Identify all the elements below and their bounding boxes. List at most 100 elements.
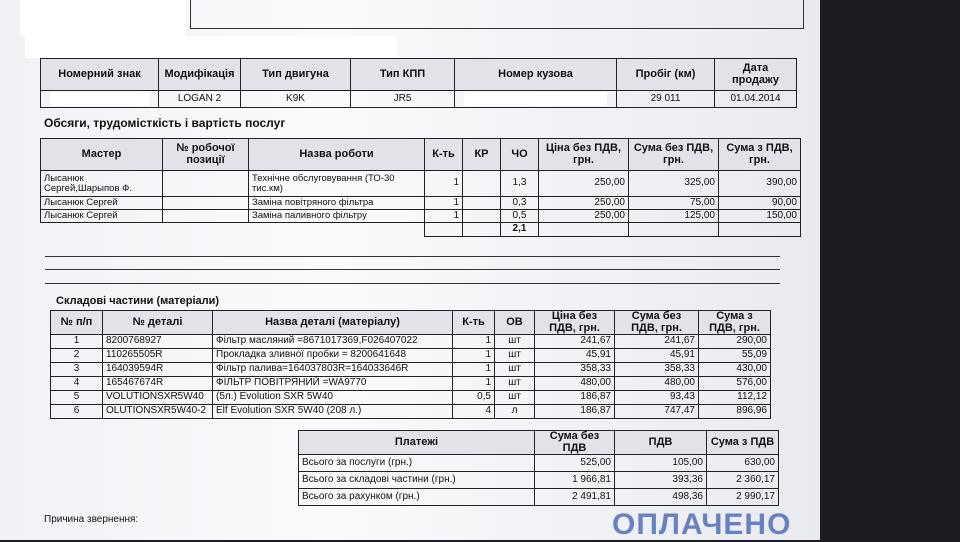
cell: 250,00 — [538, 170, 629, 197]
header-row: Мастер № робочої позиції Назва роботи К-ть К… — [40, 138, 801, 171]
header-cell: Ціна без ПДВ, грн. — [538, 138, 629, 171]
cell: шт — [494, 376, 535, 392]
cell: 358,33 — [534, 362, 615, 378]
rule — [45, 283, 780, 284]
cell: 2 990,17 — [706, 488, 779, 507]
cell — [163, 223, 249, 237]
cell: 1 — [452, 362, 495, 378]
box — [190, 0, 804, 29]
cell: OLUTIONSXR5W40-2 — [102, 404, 213, 420]
cell — [40, 90, 159, 108]
header-cell: Сума без ПДВ, грн. — [628, 138, 719, 171]
row: Лысанюк Сергей Заміна паливного фільтру 1 0… — [40, 209, 801, 223]
cell: 45,91 — [534, 348, 615, 364]
cell: 3 — [50, 362, 103, 378]
cell: 150,00 — [718, 209, 801, 223]
cell: 525,00 — [534, 454, 615, 473]
header-cell: № робочої позиції — [162, 138, 249, 171]
redacted — [464, 92, 607, 106]
cell: 93,43 — [614, 390, 699, 406]
rule — [45, 256, 780, 257]
section-title: Обсяги, трудомісткість і вартість послуг — [44, 116, 286, 130]
cell: 125,00 — [628, 209, 719, 223]
stamp: ОПЛАЧЕНО — [612, 508, 792, 541]
row: LOGAN 2 K9K JR5 29 011 01.04.2014 — [40, 90, 797, 108]
cell: 390,00 — [718, 170, 801, 197]
cell: 241,67 — [534, 334, 615, 350]
row: 3 164039594R Фільтр палива=164037803R=1640… — [50, 362, 771, 378]
cell: 241,67 — [614, 334, 699, 350]
cell: (5л.) Evolution SXR 5W40 — [212, 390, 453, 406]
cell: ФІЛЬТР ПОВІТРЯНИЙ =WA9770 — [212, 376, 453, 392]
cell: 358,33 — [614, 362, 699, 378]
header-cell: Назва роботи — [248, 138, 425, 171]
cell: LOGAN 2 — [158, 90, 241, 108]
header-row: Платежі Сума без ПДВ ПДВ Сума з ПДВ — [298, 429, 779, 456]
cell: 1 — [452, 334, 495, 350]
cell: 0,3 — [500, 196, 539, 210]
header-cell: Назва деталі (матеріалу) — [212, 309, 453, 336]
cell: 2 360,17 — [706, 471, 779, 490]
cell: 480,00 — [534, 376, 615, 392]
cell: 1 966,81 — [534, 471, 615, 490]
cell — [162, 196, 249, 210]
cell: шт — [494, 390, 535, 406]
cell: 8200768927 — [102, 334, 213, 350]
cell: 01.04.2014 — [714, 90, 797, 108]
header-cell: Платежі — [298, 429, 535, 456]
row: 6 OLUTIONSXR5W40-2 Elf Evolution SXR 5W40 … — [50, 404, 771, 420]
header-cell: Сума з ПДВ — [706, 429, 779, 456]
cell: 747,47 — [614, 404, 699, 420]
header-cell: № п/п — [50, 309, 103, 336]
cell: Фільтр палива=164037803R=164033646R — [212, 362, 453, 378]
cell: 4 — [452, 404, 495, 420]
header-cell: № деталі — [102, 309, 213, 336]
cell — [424, 222, 463, 237]
cell: 0,5 — [500, 209, 539, 223]
cell: Лысанюк Сергей,Шарыпов Ф. — [40, 170, 163, 197]
reason-label: Причина звернення: — [44, 514, 139, 525]
row: 5 VOLUTIONSXR5W40 (5л.) Evolution SXR 5W40… — [50, 390, 771, 406]
cell: 2 — [50, 348, 103, 364]
cell — [462, 170, 501, 197]
redacted — [50, 92, 149, 106]
header-row: Номерний знак Модифікація Тип двигуна Тип К… — [40, 58, 797, 91]
cell: л — [494, 404, 535, 420]
header-cell: КР — [462, 138, 501, 171]
header-cell: ПДВ — [614, 429, 707, 456]
cell — [462, 209, 501, 223]
row: Всього за рахунком (грн.) 2 491,81 498,36 2… — [298, 488, 779, 507]
header-cell: К-ть — [452, 309, 495, 336]
header-cell: ЧО — [500, 138, 539, 171]
cell: 1 — [452, 376, 495, 392]
row: Всього за послуги (грн.) 525,00 105,00 630,… — [298, 454, 779, 473]
cell: 393,36 — [614, 471, 707, 490]
cell: 4 — [50, 376, 103, 392]
cell: Заміна паливного фільтру — [248, 209, 425, 223]
cell: 1 — [50, 334, 103, 350]
cell: шт — [494, 362, 535, 378]
header-cell: Номер кузова — [454, 58, 617, 91]
cell: 2,1 — [500, 222, 539, 237]
cell: Лысанюк Сергей — [40, 209, 163, 223]
cell — [462, 222, 501, 237]
cell: 430,00 — [698, 362, 771, 378]
cell: 1 — [424, 170, 463, 197]
table: Платежі Сума без ПДВ ПДВ Сума з ПДВ Всього з… — [298, 429, 779, 507]
cell: 1,3 — [500, 170, 539, 197]
cell: Elf Evolution SXR 5W40 (208 л.) — [212, 404, 453, 420]
cell: Лысанюк Сергей — [40, 196, 163, 210]
header-cell: Мастер — [40, 138, 163, 171]
cell: 325,00 — [628, 170, 719, 197]
cell — [538, 222, 629, 237]
cell: JR5 — [350, 90, 455, 108]
redacted — [20, 0, 185, 36]
cell: 1 — [452, 348, 495, 364]
cell: шт — [494, 334, 535, 350]
cell: 480,00 — [614, 376, 699, 392]
cell: 186,87 — [534, 404, 615, 420]
header-cell: Сума з ПДВ, грн. — [698, 309, 771, 336]
redacted — [25, 36, 397, 58]
table: № п/п № деталі Назва деталі (матеріалу) К-т… — [50, 309, 771, 420]
